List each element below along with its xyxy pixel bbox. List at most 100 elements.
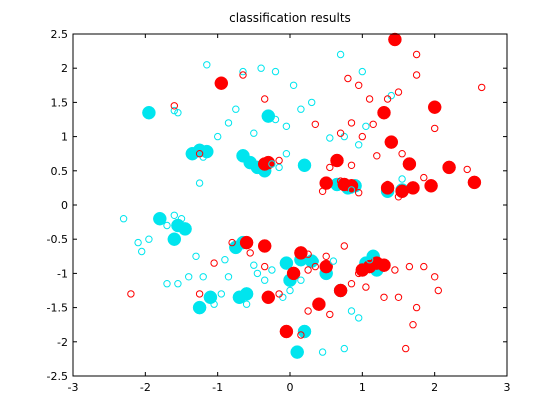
open-point-3-28 [336, 177, 345, 185]
filled-point-1-10 [319, 176, 333, 190]
filled-point-1-3 [427, 100, 442, 114]
open-point-2-54 [195, 147, 204, 156]
filled-point-0-20 [279, 256, 294, 270]
open-point-3-52 [228, 238, 236, 247]
filled-point-0-10 [153, 211, 167, 226]
y-tick-label-9: 2 [61, 62, 68, 75]
open-point-2-20 [318, 348, 327, 356]
open-point-3-44 [402, 344, 410, 353]
open-point-2-37 [355, 141, 363, 149]
filled-point-0-13 [167, 232, 182, 246]
open-point-3-11 [336, 129, 345, 137]
open-point-3-33 [304, 250, 312, 258]
open-point-3-42 [412, 303, 421, 312]
open-point-2-60 [221, 256, 229, 264]
open-point-2-27 [203, 61, 211, 69]
open-point-2-53 [282, 150, 291, 158]
filled-point-1-20 [294, 246, 308, 260]
open-point-2-6 [177, 215, 186, 223]
open-point-2-55 [347, 186, 356, 194]
x-tick-label-4: 1 [359, 381, 366, 394]
filled-point-1-6 [442, 160, 456, 175]
y-tick-label-10: 2.5 [51, 28, 69, 41]
filled-point-1-21 [319, 259, 333, 274]
open-point-2-8 [185, 273, 193, 281]
open-point-2-14 [253, 269, 262, 278]
filled-point-0-3 [200, 144, 214, 159]
open-point-3-53 [195, 290, 204, 298]
open-point-3-24 [394, 193, 403, 201]
filled-point-1-26 [333, 283, 348, 298]
y-tick-label-6: 0.5 [51, 165, 69, 178]
filled-point-1-24 [377, 258, 391, 272]
filled-point-0-12 [178, 222, 192, 236]
open-point-3-46 [355, 269, 363, 278]
open-point-3-23 [383, 180, 392, 189]
open-point-3-45 [394, 293, 403, 301]
open-point-3-57 [304, 266, 312, 274]
open-point-3-4 [383, 95, 392, 103]
x-tick-label-3: 0 [287, 381, 294, 394]
y-tick-label-0: -2.5 [47, 370, 68, 383]
open-point-3-40 [431, 273, 439, 281]
open-point-3-55 [127, 290, 135, 298]
filled-point-1-19 [257, 239, 272, 253]
y-tick-label-3: -1 [57, 267, 68, 280]
x-tick-label-0: -3 [68, 381, 79, 394]
filled-point-0-19 [203, 290, 218, 305]
filled-point-0-0 [142, 105, 156, 120]
open-point-2-58 [163, 280, 171, 288]
open-point-2-26 [311, 257, 319, 265]
open-point-3-21 [347, 161, 356, 170]
open-point-3-15 [239, 71, 247, 79]
filled-point-0-17 [239, 287, 254, 301]
filled-point-1-9 [330, 153, 344, 168]
open-point-2-0 [119, 215, 128, 223]
open-point-2-56 [365, 256, 374, 264]
open-point-3-9 [369, 120, 377, 129]
open-point-3-1 [412, 50, 421, 59]
filled-point-1-8 [257, 157, 272, 171]
open-point-3-7 [344, 74, 352, 83]
filled-point-1-30 [355, 263, 370, 277]
open-point-2-10 [210, 300, 218, 308]
open-point-3-41 [434, 286, 442, 295]
open-point-2-43 [250, 129, 258, 137]
y-tick-label-2: -1.5 [47, 302, 68, 315]
open-point-2-19 [286, 286, 294, 295]
x-tick-label-1: -2 [140, 381, 151, 394]
filled-point-1-1 [214, 76, 229, 90]
chart-title: classification results [229, 11, 351, 25]
filled-point-1-5 [402, 157, 417, 171]
y-tick-label-7: 1 [61, 131, 68, 144]
open-point-2-41 [282, 122, 291, 131]
x-tick-label-2: -1 [212, 381, 223, 394]
open-point-3-38 [405, 262, 414, 271]
open-point-3-10 [358, 132, 366, 141]
filled-point-1-18 [239, 235, 254, 250]
open-point-3-36 [380, 293, 388, 301]
filled-point-1-25 [286, 266, 301, 281]
filled-point-1-15 [406, 181, 420, 195]
open-point-2-44 [232, 105, 240, 113]
open-point-3-12 [431, 124, 439, 133]
open-point-3-25 [463, 165, 471, 174]
open-point-3-20 [398, 150, 406, 158]
open-point-2-35 [362, 122, 370, 131]
open-point-3-50 [261, 262, 269, 271]
open-point-2-29 [257, 64, 265, 72]
x-tick-label-6: 3 [504, 381, 511, 394]
open-point-2-11 [217, 290, 226, 298]
open-point-2-23 [355, 314, 363, 322]
open-point-3-35 [362, 283, 370, 291]
open-point-3-49 [275, 290, 283, 298]
open-point-2-25 [329, 257, 338, 265]
open-point-2-39 [308, 98, 316, 107]
open-point-3-51 [246, 249, 254, 257]
open-point-2-1 [134, 238, 142, 247]
open-point-3-34 [347, 280, 356, 288]
open-point-3-31 [322, 252, 330, 260]
open-point-3-8 [347, 119, 356, 127]
filled-point-1-2 [377, 105, 391, 120]
open-point-2-52 [268, 160, 276, 168]
